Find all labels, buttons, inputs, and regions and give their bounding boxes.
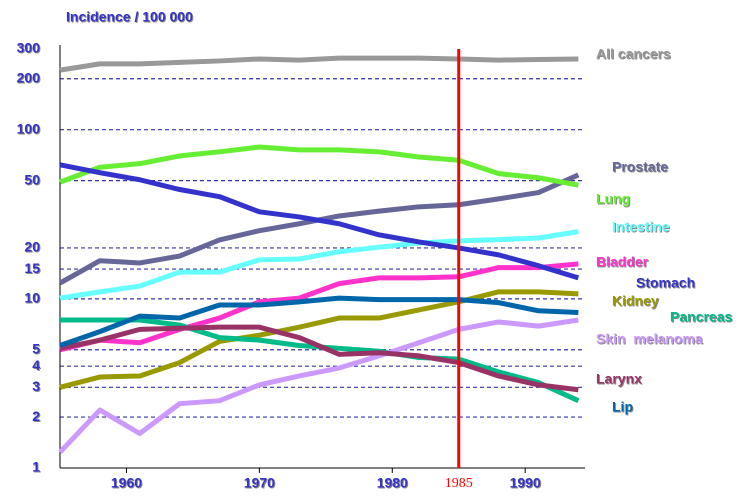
series-line — [59, 289, 579, 390]
series-label: Kidney — [612, 293, 659, 309]
y-tick-label: 1 — [32, 459, 40, 475]
y-tick-label: 50 — [24, 171, 40, 187]
series-line — [59, 261, 579, 353]
y-tick-label: 3 — [32, 378, 40, 394]
x-tick-label: 1990 — [510, 475, 541, 491]
series-line — [59, 229, 579, 301]
y-tick-label: 5 — [32, 340, 40, 356]
series-line — [58, 317, 579, 454]
x-tick-label: 1970 — [244, 475, 275, 491]
y-tick-label: 2 — [32, 408, 40, 424]
series-label: Bladder — [596, 254, 649, 270]
y-tick-label: 15 — [24, 260, 40, 276]
y-tick-label: 300 — [17, 40, 41, 56]
reference-label: 1985 — [445, 476, 473, 491]
series-label: Intestine — [612, 219, 670, 235]
y-tick-label: 100 — [17, 120, 41, 136]
y-tick-label: 20 — [24, 239, 40, 255]
series-label: All cancers — [596, 46, 671, 62]
series-label: Pancreas — [670, 309, 732, 325]
y-axis-label: Incidence / 100 000 — [66, 9, 193, 25]
y-tick-label: 10 — [24, 290, 40, 306]
y-tick-label: 200 — [17, 69, 41, 85]
series-label: Larynx — [596, 371, 642, 387]
series-line — [59, 162, 580, 281]
series-label: Lung — [596, 191, 630, 207]
series-line — [59, 144, 579, 188]
series-label: Stomach — [636, 275, 695, 291]
x-tick-label: 1960 — [111, 475, 142, 491]
series-line — [59, 55, 579, 73]
series-label: Lip — [612, 399, 633, 415]
series-line — [59, 324, 579, 393]
series-label: Skin melanoma — [596, 331, 703, 347]
y-tick-label: 4 — [32, 357, 40, 373]
series-label: Prostate — [612, 159, 668, 175]
x-tick-label: 1980 — [377, 475, 408, 491]
series-line — [59, 295, 579, 348]
